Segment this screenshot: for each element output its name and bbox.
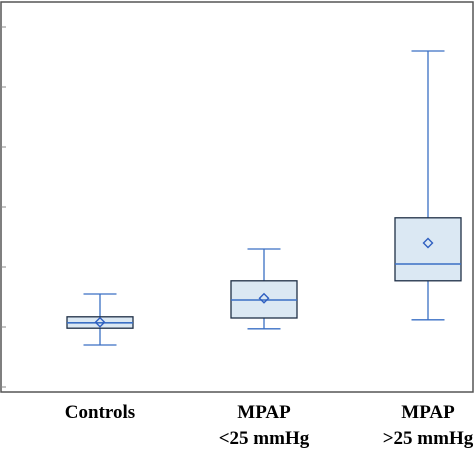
- category-label-line: >25 mmHg: [383, 428, 474, 449]
- y-axis-ticks: [1, 26, 6, 388]
- box-series: [66, 50, 462, 346]
- category-label-line: MPAP: [237, 402, 291, 423]
- category-label-line: <25 mmHg: [219, 428, 310, 449]
- category-label-2: MPAP >25 mmHg: [383, 402, 474, 449]
- mean-marker: [258, 292, 270, 304]
- category-labels: Controls MPAP <25 mmHg MPAP >25 mmHg: [65, 402, 474, 449]
- category-label-line: MPAP: [401, 402, 455, 423]
- category-label-0: Controls: [65, 402, 135, 423]
- mean-marker: [94, 316, 106, 328]
- category-label-line: Controls: [65, 402, 135, 423]
- category-label-1: MPAP <25 mmHg: [219, 402, 310, 449]
- plot-frame: [0, 1, 474, 393]
- box-group-2: [394, 50, 462, 321]
- box-group-1: [230, 248, 298, 330]
- interquartile-box: [394, 217, 462, 282]
- box-group-0: [66, 293, 134, 346]
- mean-marker: [422, 237, 434, 249]
